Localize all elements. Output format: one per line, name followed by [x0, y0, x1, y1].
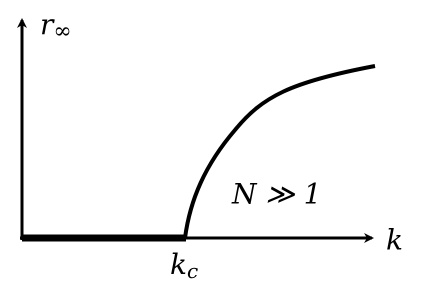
threshold-label: kc — [170, 248, 198, 283]
y-axis-label: r∞ — [40, 8, 72, 45]
curve — [183, 64, 376, 239]
x-axis-label: k — [386, 224, 403, 257]
annotation: N ≫ 1 — [231, 178, 321, 211]
